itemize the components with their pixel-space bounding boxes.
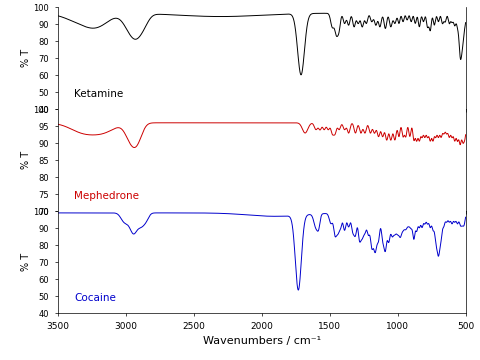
X-axis label: Wavenumbers / cm⁻¹: Wavenumbers / cm⁻¹ [203, 336, 321, 346]
Y-axis label: % T: % T [21, 151, 31, 169]
Text: Ketamine: Ketamine [74, 89, 123, 99]
Y-axis label: % T: % T [21, 253, 31, 271]
Y-axis label: % T: % T [21, 49, 31, 67]
Text: Mephedrone: Mephedrone [74, 191, 139, 201]
Text: Cocaine: Cocaine [74, 293, 116, 303]
